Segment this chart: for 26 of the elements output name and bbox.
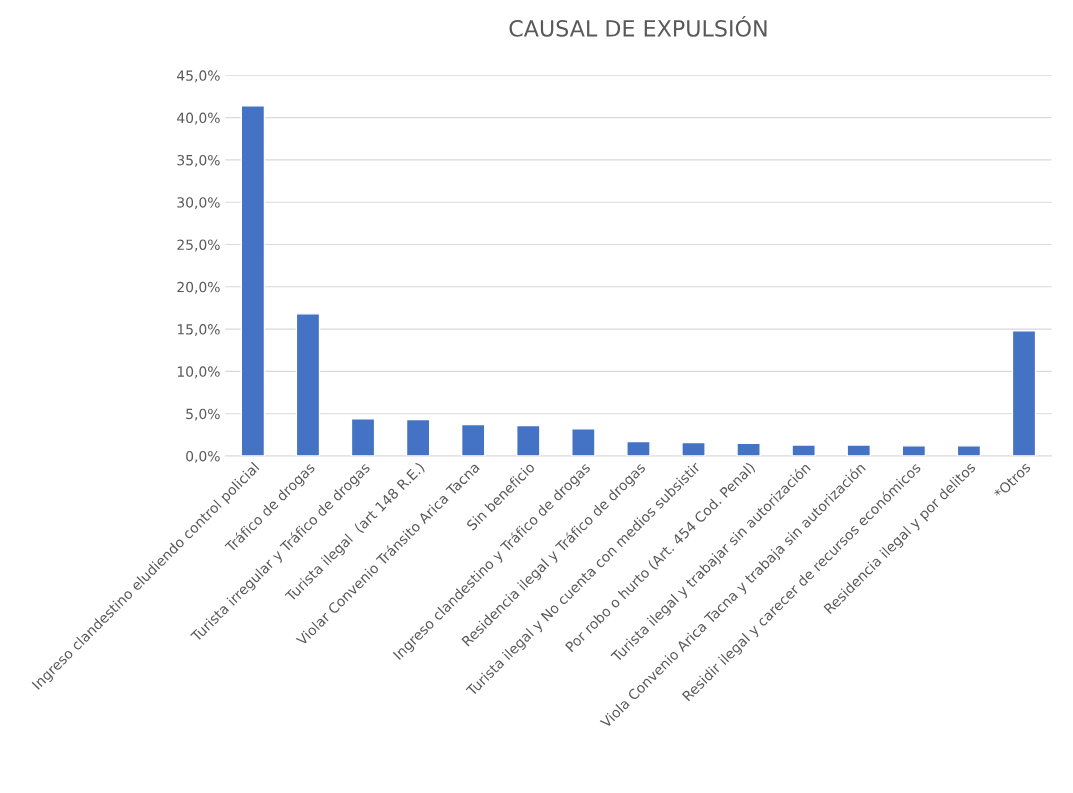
y-tick-label: 20,0%	[177, 281, 220, 294]
bar	[350, 418, 376, 456]
y-tick-label: 5,0%	[186, 408, 220, 421]
bar	[240, 105, 266, 456]
bar	[405, 418, 431, 456]
bar	[571, 428, 596, 456]
y-tick-label: 35,0%	[177, 154, 220, 167]
y-tick-label: 10,0%	[177, 366, 220, 379]
bar	[791, 444, 816, 456]
bar	[626, 440, 651, 456]
bar	[901, 445, 927, 456]
bar	[846, 444, 872, 456]
y-tick-label: 0,0%	[186, 450, 220, 463]
bar	[736, 442, 761, 456]
bar	[681, 441, 706, 456]
y-tick-label: 25,0%	[177, 239, 220, 252]
bar	[295, 313, 321, 456]
bar	[460, 423, 486, 456]
bar	[516, 424, 541, 456]
y-tick-label: 30,0%	[177, 197, 220, 210]
chart-title: CAUSAL DE EXPULSIÓN	[509, 15, 767, 37]
y-tick-label: 45,0%	[177, 70, 220, 83]
bar	[956, 445, 982, 456]
y-tick-label: 40,0%	[177, 112, 220, 125]
bar	[1011, 330, 1037, 456]
y-tick-label: 15,0%	[177, 324, 220, 336]
